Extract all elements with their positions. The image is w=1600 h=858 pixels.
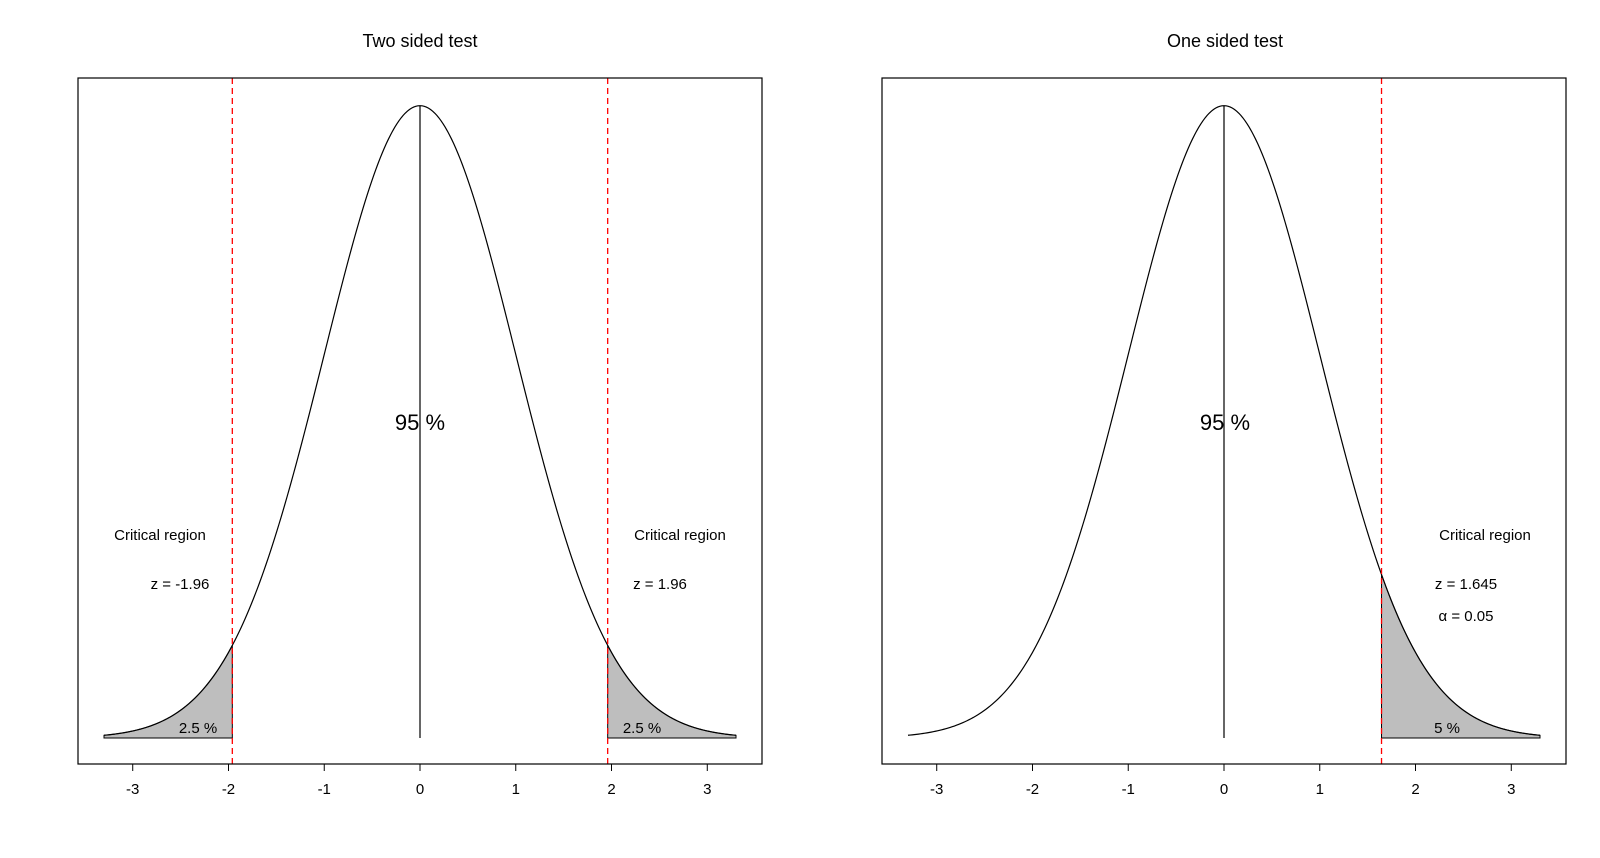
- x-tick-label: -3: [126, 781, 139, 798]
- left-z-value-label: z = -1.96: [151, 576, 210, 593]
- x-tick-label: 2: [607, 781, 615, 798]
- one-sided-test-panel: One sided test -3 -2 -1 0 1 2 3 95 % Cri…: [881, 31, 1567, 798]
- x-tick-label: -1: [318, 781, 331, 798]
- right-critical-region-shading: [1381, 574, 1541, 739]
- right-tail-percent-label: 2.5 %: [623, 720, 661, 737]
- x-tick-label: 1: [512, 781, 520, 798]
- x-axis: -3 -2 -1 0 1 2 3: [930, 764, 1515, 798]
- left-critical-region-label: Critical region: [114, 527, 206, 544]
- one-sided-shaded-regions: [1381, 574, 1541, 739]
- right-critical-region-label: Critical region: [1439, 527, 1531, 544]
- center-probability-label: 95 %: [1200, 410, 1250, 435]
- right-tail-percent-label: 5 %: [1434, 720, 1460, 737]
- x-tick-label: -2: [1026, 781, 1039, 798]
- two-sided-test-title: Two sided test: [362, 31, 477, 51]
- x-tick-label: 3: [1507, 781, 1515, 798]
- alpha-value-label: α = 0.05: [1439, 608, 1494, 625]
- right-critical-region-label: Critical region: [634, 527, 726, 544]
- x-tick-label: 2: [1411, 781, 1419, 798]
- x-tick-label: -1: [1122, 781, 1135, 798]
- x-axis: -3 -2 -1 0 1 2 3: [126, 764, 711, 798]
- x-tick-label: 0: [416, 781, 424, 798]
- two-sided-test-panel: Two sided test -3 -2 -1 0 1 2 3 95 %: [77, 31, 763, 798]
- x-tick-label: -2: [222, 781, 235, 798]
- x-tick-label: 1: [1316, 781, 1324, 798]
- right-z-value-label: z = 1.645: [1435, 576, 1497, 593]
- x-tick-label: -3: [930, 781, 943, 798]
- center-probability-label: 95 %: [395, 410, 445, 435]
- left-tail-percent-label: 2.5 %: [179, 720, 217, 737]
- right-z-value-label: z = 1.96: [633, 576, 687, 593]
- x-tick-label: 3: [703, 781, 711, 798]
- x-tick-label: 0: [1220, 781, 1228, 798]
- one-sided-test-title: One sided test: [1167, 31, 1283, 51]
